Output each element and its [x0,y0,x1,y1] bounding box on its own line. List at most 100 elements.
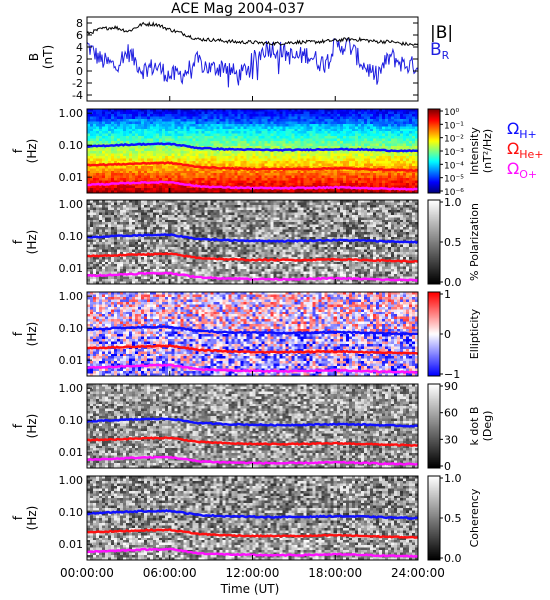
colorbar-tick-label: 0.0 [444,276,462,289]
colorbar-tick-label: 10⁻⁵ [444,175,464,185]
spectrogram-image [87,200,418,284]
gyrofrequency-line-Heplus [87,436,418,447]
y-tick-label: 0.01 [59,171,84,184]
colorbar-tick-label: 10⁻⁶ [444,188,464,198]
gyrofrequency-line-Heplus [87,252,418,264]
gyrofrequency-line-Hplus [87,417,418,428]
gyrofrequency-line-Oplus [87,547,418,559]
colorbar-label: Intensity [468,127,481,175]
y-tick-label: 0.01 [59,262,84,275]
spectrogram-image [87,384,418,468]
y-tick-label: 1.00 [59,474,84,487]
y-tick-label: 1.00 [59,107,84,120]
y-tick-label: 0.10 [59,230,84,243]
colorbar-tick-label: 10⁻³ [444,148,464,158]
ion-legend-subscript: O+ [519,168,537,181]
spectrogram-image [87,109,418,193]
y-tick-label: 2 [76,53,83,66]
colorbar-tick-label: 10⁰ [444,108,459,118]
gyrofrequency-line-Hplus [87,509,418,520]
colorbar-tick-label: 1.0 [444,196,462,209]
x-tick-label: 00:00:00 [60,566,114,580]
x-tick-label: 18:00:00 [308,566,362,580]
y-tick-label: 1.00 [59,290,84,303]
colorbar [428,200,440,284]
ion-legend-symbol: Ω [507,139,519,158]
colorbar [428,476,440,560]
colorbar-unit: (nT²/Hz) [481,129,494,173]
freq-axis-label: f [11,331,25,336]
colorbar [428,384,440,468]
y-tick-label: 6 [76,29,83,42]
ion-legend-symbol: Ω [507,119,519,138]
panel-intensity: 1.00 0.10 0.01 f (Hz) 10⁰ 10⁻¹ 10⁻² 10⁻³ 10⁻⁴ 10⁻⁵… [11,107,544,198]
colorbar-tick-label: 10⁻⁴ [444,161,464,171]
colorbar-label: k dot B [468,407,481,446]
y-tick-label: 0.10 [59,322,84,335]
colorbar-frame [427,383,441,469]
ion-legend-entry: ΩO+ [507,159,537,181]
colorbar-tick-label: 10⁻² [444,135,464,145]
y-tick-label: 0.10 [59,139,84,152]
gyrofrequency-line-Oplus [87,180,418,191]
colorbar-tick-label: 1 [444,288,451,301]
series-line-BR [87,38,418,88]
time-axis: 00:00:00 06:00:00 12:00:00 18:00:00 24:00:00 [60,96,445,580]
ion-legend-symbol: Ω [507,159,519,178]
colorbar-tick-label: 1.0 [444,472,462,485]
legend-absB: |B| [430,23,453,43]
y-tick-label: -2 [72,77,83,90]
colorbar [428,109,440,193]
freq-axis-unit: (Hz) [25,139,39,164]
colorbar-tick-label: 0 [444,328,451,341]
y-tick-label: 1.00 [59,382,84,395]
panel-ellipticity: 1.00 0.10 0.01 f (Hz) 1 0 −1 Ellipticity [11,288,481,381]
gyrofrequency-line-Hplus [87,233,418,244]
field-series-group [87,21,418,88]
freq-axis-label: f [11,515,25,520]
legend-BR-main: B [430,40,442,60]
ion-legend-entry: ΩHe+ [507,139,544,161]
field-y-unit: (nT) [41,45,55,69]
freq-axis-unit: (Hz) [25,322,39,347]
y-tick-label: 0.01 [59,446,84,459]
y-tick-label: 4 [76,41,83,54]
gyrofrequency-line-Hplus [87,142,418,153]
ion-legend-entry: ΩH+ [507,119,537,141]
series-line-absB [87,21,418,47]
gyrofrequency-line-Heplus [87,161,418,173]
freq-axis-unit: (Hz) [25,230,39,255]
colorbar-tick-label: 10⁻¹ [444,121,464,131]
colorbar-label: Coherency [468,488,481,547]
freq-axis-label: f [11,148,25,153]
chart-title: ACE Mag 2004-037 [171,1,305,17]
colorbar-tick-label: 30 [444,433,458,446]
y-tick-label: -4 [72,89,83,102]
legend-BR: BR [430,40,450,62]
colorbar-tick-label: 0.0 [444,552,462,565]
colorbar-tick-label: 0 [444,460,451,473]
gyrofrequency-line-Heplus [87,343,418,355]
y-tick-label: 0.01 [59,354,84,367]
colorbar [428,292,440,376]
colorbar-tick-label: −1 [444,368,460,381]
spectral-panels: 1.000.100.01f (Hz)10⁰10⁻¹10⁻²10⁻³10⁻⁴10⁻⁵… [11,107,544,565]
y-tick-label: 0.10 [59,414,84,427]
colorbar-unit: (Deg) [481,411,494,442]
legend-BR-sub: R [442,49,450,62]
field-plot-area [87,17,418,101]
panel-coherency: 1.00 0.10 0.01 f (Hz) 1.0 0.5 0.0 Coherency [11,472,481,565]
freq-axis-unit: (Hz) [25,414,39,439]
freq-axis-unit: (Hz) [25,506,39,531]
colorbar-tick-label: 90 [444,380,458,393]
y-tick-label: 1.00 [59,198,84,211]
gyrofrequency-line-Oplus [87,455,418,466]
colorbar-tick-label: 60 [444,407,458,420]
ion-legend-subscript: H+ [519,128,537,141]
y-tick-label: 8 [76,17,83,30]
y-tick-label: 0.01 [59,538,84,551]
gyrofrequency-line-Hplus [87,325,418,336]
x-tick-label: 12:00:00 [226,566,280,580]
x-axis-label: Time (UT) [220,582,280,596]
